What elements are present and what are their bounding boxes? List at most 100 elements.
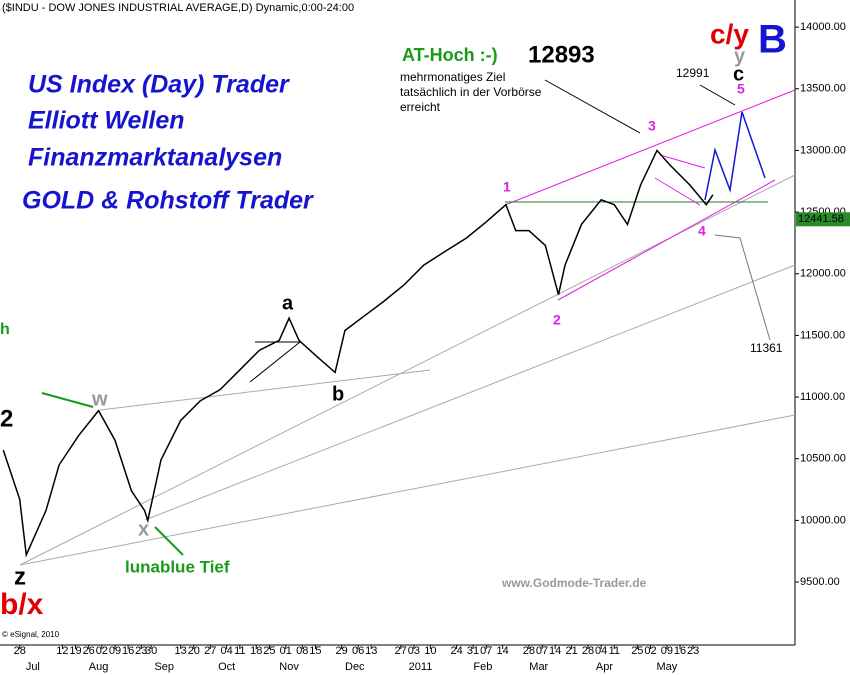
x-tick-label: 07 xyxy=(480,645,492,657)
x-tick-label: 23 xyxy=(135,645,147,657)
forecast-path xyxy=(704,111,766,201)
x-tick-label: 12 xyxy=(56,645,68,657)
annotation: AT-Hoch :-) xyxy=(402,45,498,65)
y-tick-label: 12000.00 xyxy=(800,268,846,280)
annotation: mehrmonatiges Ziel xyxy=(400,70,505,84)
x-tick-label: 16 xyxy=(674,645,686,657)
x-tick-label: 16 xyxy=(122,645,134,657)
y-tick-label: 11000.00 xyxy=(800,391,845,403)
wave-label: 2 xyxy=(0,405,13,432)
chart-title: ($INDU - DOW JONES INDUSTRIAL AVERAGE,D)… xyxy=(2,2,354,14)
trend-line xyxy=(99,369,431,411)
x-tick-label: 13 xyxy=(365,645,377,657)
annotation: erreicht xyxy=(400,100,441,114)
trend-line xyxy=(144,264,796,521)
month-label: Mar xyxy=(529,661,548,673)
x-tick-label: 23 xyxy=(687,645,699,657)
wave-label: z xyxy=(14,563,26,590)
forecast-arrow xyxy=(714,234,771,341)
banner-text: GOLD & Rohstoff Trader xyxy=(22,187,314,215)
x-tick-label: 21 xyxy=(565,645,577,657)
wave-label: 1 xyxy=(503,179,511,195)
annotation: 11361 xyxy=(750,341,783,355)
trend-line xyxy=(19,414,796,566)
x-tick-label: 04 xyxy=(221,645,233,657)
month-label: Sep xyxy=(154,661,174,673)
x-tick-label: 11 xyxy=(609,645,620,657)
x-tick-label: 13 xyxy=(175,645,187,657)
watermark: www.Godmode-Trader.de xyxy=(501,576,647,590)
month-label: Nov xyxy=(279,661,299,673)
month-label: 2011 xyxy=(409,661,433,673)
wave-label: 4 xyxy=(698,223,706,239)
x-tick-label: 09 xyxy=(109,645,121,657)
annotation: B xyxy=(758,18,787,62)
channel-line xyxy=(504,89,796,206)
x-tick-label: 27 xyxy=(204,645,216,657)
price-line xyxy=(2,149,714,558)
x-tick-label: 04 xyxy=(595,645,607,657)
x-tick-label: 30 xyxy=(145,645,157,657)
x-tick-label: 18 xyxy=(250,645,262,657)
wave-label: w xyxy=(91,388,108,410)
last-price-box xyxy=(796,212,850,227)
copyright: © eSignal, 2010 xyxy=(2,630,60,639)
x-tick-label: 09 xyxy=(661,645,673,657)
x-tick-label: 01 xyxy=(280,645,292,657)
y-tick-label: 13500.00 xyxy=(800,83,846,95)
wave-label: c xyxy=(733,63,744,85)
banner-text: Finanzmarktanalysen xyxy=(28,144,282,172)
annotation: tatsächlich in der Vorbörse xyxy=(400,85,542,99)
month-label: Feb xyxy=(473,661,492,673)
y-tick-label: 10000.00 xyxy=(800,514,846,526)
x-tick-label: 27 xyxy=(395,645,407,657)
month-label: May xyxy=(656,661,677,673)
x-tick-label: 28 xyxy=(14,645,26,657)
x-tick-label: 29 xyxy=(336,645,348,657)
x-tick-label: 26 xyxy=(83,645,95,657)
x-tick-label: 15 xyxy=(309,645,321,657)
annotation: 12893 xyxy=(528,41,595,68)
wedge-line xyxy=(659,154,706,169)
wedge-line xyxy=(654,177,701,206)
x-tick-label: 03 xyxy=(408,645,420,657)
x-tick-label: 02 xyxy=(96,645,108,657)
wave-label: h xyxy=(0,321,10,338)
trend-lines xyxy=(19,79,796,566)
x-tick-label: 28 xyxy=(523,645,535,657)
x-tick-label: 14 xyxy=(549,645,561,657)
month-label: Oct xyxy=(218,661,235,673)
banner-text: US Index (Day) Trader xyxy=(28,71,290,99)
wave-label: y xyxy=(734,45,746,67)
x-tick-label: 28 xyxy=(582,645,594,657)
annotation: c/y xyxy=(710,18,749,49)
y-tick-label: 14000.00 xyxy=(800,21,846,33)
x-tick-label: 02 xyxy=(644,645,656,657)
triangle-line xyxy=(249,341,301,383)
x-tick-label: 24 xyxy=(451,645,463,657)
wave-label: a xyxy=(282,292,294,314)
x-tick-label: 07 xyxy=(536,645,548,657)
month-label: Jul xyxy=(26,661,40,673)
arrow xyxy=(699,84,736,106)
x-tick-label: 19 xyxy=(69,645,81,657)
y-tick-label: 13000.00 xyxy=(800,144,846,156)
wave-label: 2 xyxy=(553,312,561,328)
y-tick-label: 11500.00 xyxy=(800,329,845,341)
wave-label: b/x xyxy=(0,588,44,621)
arrow xyxy=(544,79,641,134)
x-tick-label: 10 xyxy=(424,645,436,657)
x-tick-label: 11 xyxy=(234,645,245,657)
month-label: Apr xyxy=(596,661,613,673)
wave-label: 5 xyxy=(737,81,745,97)
annotation: 12991 xyxy=(676,66,710,80)
arrow xyxy=(41,392,94,408)
month-label: Aug xyxy=(89,661,109,673)
x-tick-label: 14 xyxy=(496,645,508,657)
x-tick-label: 08 xyxy=(296,645,308,657)
wave-label: x xyxy=(138,518,149,540)
x-tick-label: 25 xyxy=(631,645,643,657)
annotation: lunablue Tief xyxy=(125,557,230,576)
banner-text: Elliott Wellen xyxy=(28,107,185,135)
